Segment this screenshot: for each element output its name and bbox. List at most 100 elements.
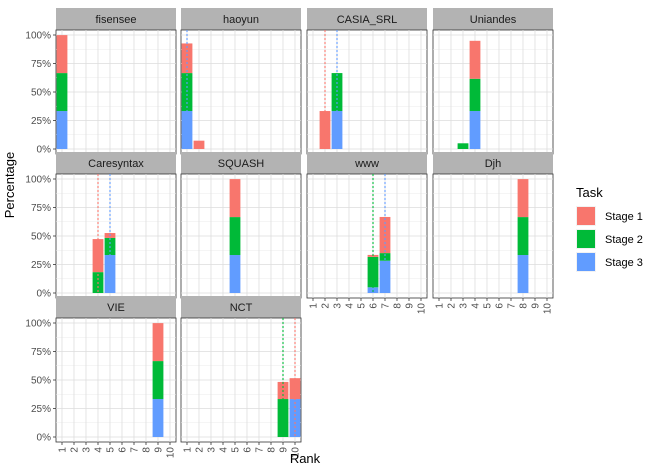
bar-segment-stage-1-rank-9 (152, 323, 164, 362)
y-tick-label: 25% (31, 260, 51, 271)
x-tick-label: 3 (82, 447, 93, 453)
y-tick-label: 75% (31, 59, 51, 70)
bar-segment-stage-3-rank-5 (229, 255, 241, 293)
facet-strip-label: Caresyntax (88, 158, 144, 170)
x-tick-label: 2 (447, 303, 458, 309)
y-tick-label: 0% (37, 145, 52, 156)
facet-panel-Caresyntax: Caresyntax 0% 25% 50% 75% 100% (25, 152, 177, 300)
x-tick-label: 8 (519, 303, 530, 309)
bar-segment-stage-1-rank-5 (229, 179, 241, 218)
x-tick-label: 5 (483, 303, 494, 309)
facet-strip-label: Djh (485, 158, 502, 170)
x-tick-label: 7 (381, 303, 392, 309)
facet-strip (307, 152, 427, 174)
facet-strip (307, 8, 427, 30)
y-tick-label: 50% (31, 232, 51, 243)
facet-strip (181, 152, 301, 174)
y-tick-label: 75% (31, 347, 51, 358)
facet-strip-label: Uniandes (470, 14, 517, 26)
legend-label: Stage 1 (605, 211, 643, 223)
y-tick-label: 50% (31, 88, 51, 99)
facet-panel-SQUASH: SQUASH (180, 152, 302, 299)
facet-strip (433, 152, 553, 174)
legend-title: Task (576, 185, 603, 200)
x-tick-label: 9 (531, 303, 542, 309)
legend-label: Stage 2 (605, 234, 643, 246)
x-tick-label: 10 (291, 447, 302, 459)
bar-segment-stage-2-rank-1 (181, 73, 193, 112)
x-tick-label: 1 (183, 447, 194, 453)
x-tick-label: 10 (166, 447, 177, 459)
legend-swatch-stage-2 (577, 230, 595, 248)
bar-segment-stage-2-rank-5 (229, 217, 241, 256)
facet-panel-VIE: VIE 0% 25% 50% 75% 100% 1 2 3 4 5 6 7 8 9 10 (25, 296, 177, 459)
facet-strip (56, 152, 176, 174)
facet-panel-fisensee: fisensee 0% 25% 50% 75% 100% (25, 8, 177, 156)
bar-segment-stage-2-rank-3 (457, 143, 469, 149)
facet-strip-label: fisensee (96, 14, 137, 26)
legend-label: Stage 3 (605, 257, 643, 269)
bar-segment-stage-1-rank-2 (193, 140, 205, 149)
y-tick-label: 0% (37, 433, 52, 444)
x-tick-label: 4 (345, 303, 356, 309)
x-tick-label: 10 (417, 303, 428, 315)
x-tick-label: 1 (58, 447, 69, 453)
bar-segment-stage-2-rank-7 (379, 253, 391, 261)
x-tick-label: 5 (106, 447, 117, 453)
facet-panel-haoyun: haoyun (180, 8, 302, 155)
facet-strip-label: haoyun (223, 14, 259, 26)
facet-strip (433, 8, 553, 30)
y-axis-title: Percentage (2, 152, 17, 219)
bar-segment-stage-1-rank-4 (469, 40, 481, 79)
facet-strip-label: NCT (230, 302, 253, 314)
y-tick-label: 75% (31, 203, 51, 214)
x-axis-title: Rank (290, 451, 321, 466)
x-tick-label: 3 (207, 447, 218, 453)
legend-swatch-stage-3 (577, 253, 595, 271)
x-tick-label: 6 (369, 303, 380, 309)
x-tick-label: 4 (471, 303, 482, 309)
facet-strip (56, 296, 176, 318)
bar-segment-stage-2-rank-8 (517, 217, 529, 256)
y-tick-label: 50% (31, 376, 51, 387)
x-tick-label: 7 (130, 447, 141, 453)
legend: Task Stage 1 Stage 2 Stage 3 (576, 185, 643, 272)
y-tick-label: 100% (25, 175, 51, 186)
x-tick-label: 4 (219, 447, 230, 453)
facet-panel-CASIA_SRL: CASIA_SRL (306, 8, 428, 155)
x-tick-label: 3 (333, 303, 344, 309)
bar-segment-stage-3-rank-8 (517, 255, 529, 293)
legend-swatch-stage-1 (577, 207, 595, 225)
x-tick-label: 6 (118, 447, 129, 453)
x-tick-label: 9 (405, 303, 416, 309)
x-tick-label: 8 (393, 303, 404, 309)
x-tick-label: 5 (231, 447, 242, 453)
bar-segment-stage-2-rank-9 (152, 361, 164, 400)
facet-strip (181, 8, 301, 30)
bar-segment-stage-3-rank-1 (56, 111, 68, 149)
x-tick-label: 1 (435, 303, 446, 309)
x-tick-label: 8 (267, 447, 278, 453)
x-tick-label: 4 (94, 447, 105, 453)
x-tick-label: 1 (309, 303, 320, 309)
x-tick-label: 9 (154, 447, 165, 453)
bar-segment-stage-1-rank-8 (517, 179, 529, 218)
x-tick-label: 10 (543, 303, 554, 315)
facet-strip-label: www (354, 158, 379, 170)
bar-segment-stage-1-rank-1 (56, 35, 68, 74)
x-tick-label: 8 (142, 447, 153, 453)
y-tick-label: 100% (25, 31, 51, 42)
facet-strip-label: SQUASH (218, 158, 265, 170)
facet-panel-Uniandes: Uniandes (432, 8, 554, 155)
x-tick-label: 2 (70, 447, 81, 453)
bar-segment-stage-2-rank-1 (56, 73, 68, 112)
bar-segment-stage-3-rank-4 (469, 111, 481, 149)
x-tick-label: 7 (507, 303, 518, 309)
facet-panel-Djh: Djh 1 2 3 4 5 6 7 8 9 10 (432, 152, 554, 315)
y-tick-label: 0% (37, 289, 52, 300)
x-tick-label: 2 (321, 303, 332, 309)
y-tick-label: 25% (31, 404, 51, 415)
bar-segment-stage-2-rank-4 (469, 78, 481, 112)
